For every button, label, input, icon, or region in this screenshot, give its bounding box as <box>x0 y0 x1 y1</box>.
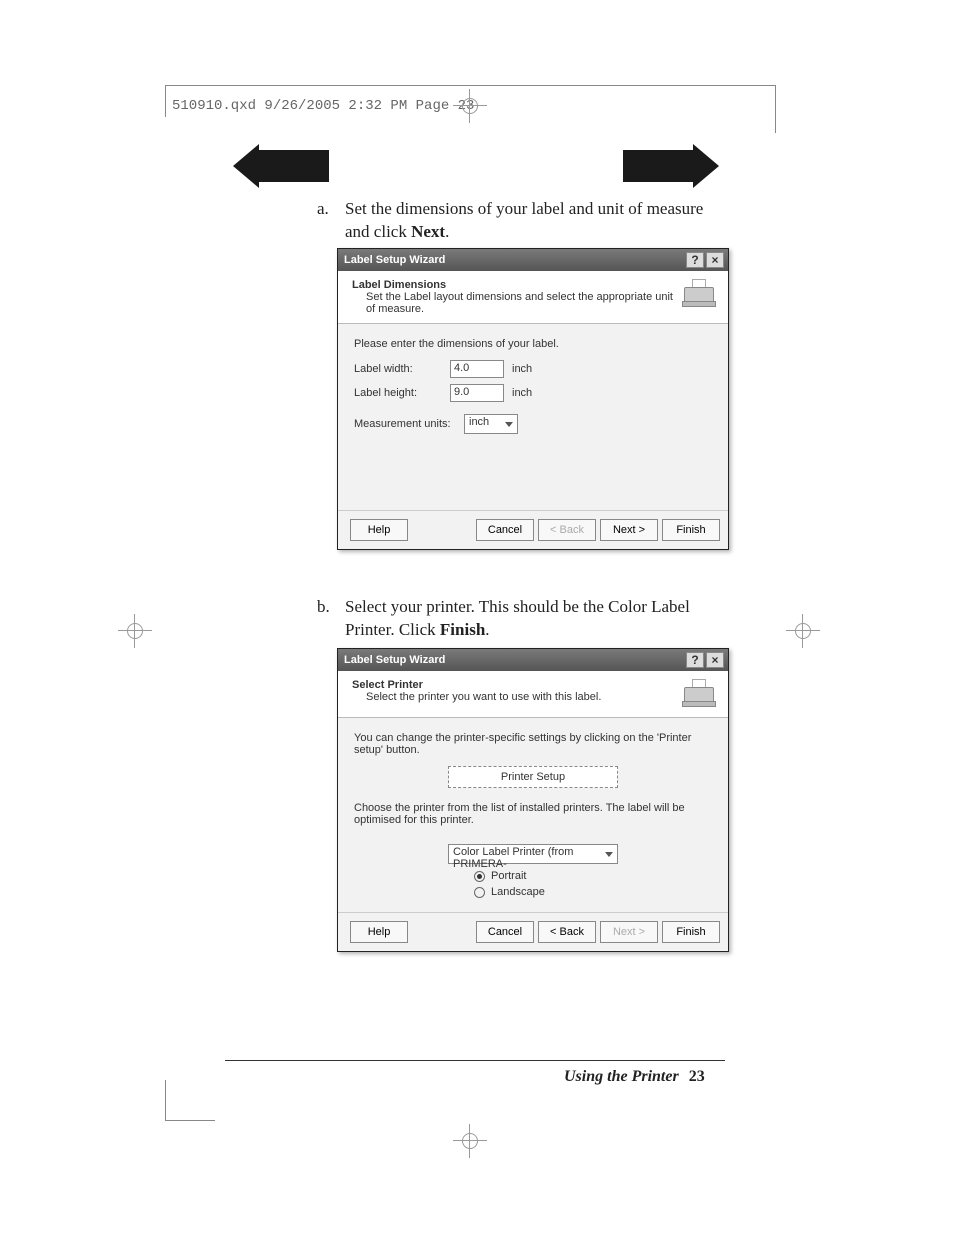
label-height-input[interactable]: 9.0 <box>450 384 504 402</box>
dialog-description: Select the printer you want to use with … <box>352 691 680 703</box>
prev-arrow-icon[interactable] <box>255 150 329 182</box>
instruction-text: Set the dimensions of your label and uni… <box>345 199 703 241</box>
dialog-header: Select Printer Select the printer you wa… <box>338 671 728 718</box>
help-button[interactable]: Help <box>350 519 408 541</box>
cancel-button[interactable]: Cancel <box>476 519 534 541</box>
measurement-units-row: Measurement units: inch <box>354 414 712 434</box>
dialog-title: Label Setup Wizard <box>344 254 445 266</box>
landscape-radio[interactable]: Landscape <box>474 886 712 898</box>
next-button[interactable]: Next > <box>600 921 658 943</box>
body-intro: Please enter the dimensions of your labe… <box>354 338 712 350</box>
dialog-body: You can change the printer-specific sett… <box>338 718 728 912</box>
label-width-row: Label width: 4.0 inch <box>354 360 712 378</box>
measurement-units-label: Measurement units: <box>354 418 464 430</box>
help-icon[interactable]: ? <box>686 252 704 268</box>
instruction-bold: Next <box>411 222 445 241</box>
page-number: 23 <box>689 1068 705 1085</box>
measurement-units-select[interactable]: inch <box>464 414 518 434</box>
body-intro: You can change the printer-specific sett… <box>354 732 712 756</box>
crop-border <box>165 1120 215 1121</box>
instruction-bold: Finish <box>440 620 485 639</box>
radio-icon <box>474 871 485 882</box>
dialog-description: Set the Label layout dimensions and sele… <box>352 291 680 315</box>
printer-icon <box>680 679 718 709</box>
dialog-header: Label Dimensions Set the Label layout di… <box>338 271 728 324</box>
titlebar[interactable]: Label Setup Wizard ? × <box>338 649 728 671</box>
label-width-input[interactable]: 4.0 <box>450 360 504 378</box>
printer-icon <box>680 279 718 309</box>
registration-mark <box>459 95 481 117</box>
instruction-letter: a. <box>317 198 329 221</box>
finish-button[interactable]: Finish <box>662 921 720 943</box>
cancel-button[interactable]: Cancel <box>476 921 534 943</box>
finish-button[interactable]: Finish <box>662 519 720 541</box>
back-button[interactable]: < Back <box>538 921 596 943</box>
page-footer: Using the Printer 23 <box>564 1068 705 1086</box>
instruction-suffix: . <box>445 222 449 241</box>
choose-printer-text: Choose the printer from the list of inst… <box>354 802 712 826</box>
printer-select[interactable]: Color Label Printer (from PRIMERA- <box>448 844 618 864</box>
registration-mark <box>792 620 814 642</box>
footer-rule <box>225 1060 725 1061</box>
close-icon[interactable]: × <box>706 652 724 668</box>
portrait-radio[interactable]: Portrait <box>474 870 712 882</box>
label-width-label: Label width: <box>354 363 450 375</box>
help-icon[interactable]: ? <box>686 652 704 668</box>
footer-label: Using the Printer <box>564 1068 679 1085</box>
label-setup-wizard-dialog-printer: Label Setup Wizard ? × Select Printer Se… <box>337 648 729 952</box>
label-setup-wizard-dialog-dimensions: Label Setup Wizard ? × Label Dimensions … <box>337 248 729 550</box>
dialog-title: Label Setup Wizard <box>344 654 445 666</box>
help-button[interactable]: Help <box>350 921 408 943</box>
instruction-text: Select your printer. This should be the … <box>345 597 690 639</box>
close-icon[interactable]: × <box>706 252 724 268</box>
radio-icon <box>474 887 485 898</box>
crop-border <box>165 1080 166 1120</box>
next-arrow-icon[interactable] <box>623 150 697 182</box>
landscape-label: Landscape <box>491 886 545 898</box>
instruction-suffix: . <box>485 620 489 639</box>
dialog-body: Please enter the dimensions of your labe… <box>338 324 728 510</box>
label-height-row: Label height: 9.0 inch <box>354 384 712 402</box>
next-button[interactable]: Next > <box>600 519 658 541</box>
dialog-button-row: Help Cancel < Back Next > Finish <box>338 912 728 951</box>
registration-mark <box>459 1130 481 1152</box>
instruction-letter: b. <box>317 596 330 619</box>
prepress-header: 510910.qxd 9/26/2005 2:32 PM Page 23 <box>172 98 474 114</box>
crop-border <box>165 85 166 117</box>
instruction-b: b. Select your printer. This should be t… <box>345 596 725 642</box>
label-height-unit: inch <box>512 387 532 399</box>
dialog-subtitle: Select Printer <box>352 679 680 691</box>
crop-border <box>775 85 776 133</box>
titlebar[interactable]: Label Setup Wizard ? × <box>338 249 728 271</box>
portrait-label: Portrait <box>491 870 526 882</box>
printer-setup-button[interactable]: Printer Setup <box>448 766 618 788</box>
dialog-subtitle: Label Dimensions <box>352 279 680 291</box>
dialog-button-row: Help Cancel < Back Next > Finish <box>338 510 728 549</box>
label-width-unit: inch <box>512 363 532 375</box>
crop-border <box>165 85 775 86</box>
instruction-a: a. Set the dimensions of your label and … <box>345 198 725 244</box>
back-button[interactable]: < Back <box>538 519 596 541</box>
label-height-label: Label height: <box>354 387 450 399</box>
registration-mark <box>124 620 146 642</box>
